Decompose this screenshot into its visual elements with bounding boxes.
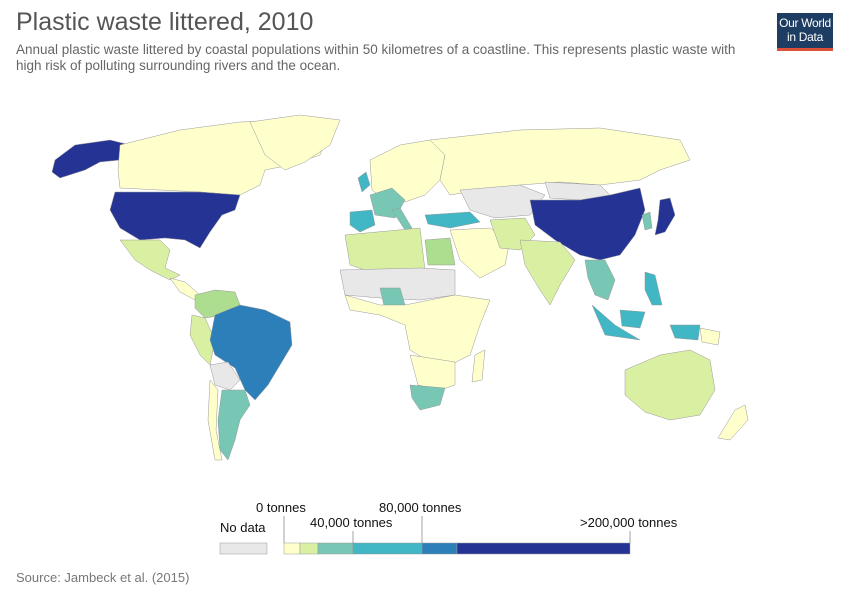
logo-line-2: in Data [787,30,823,44]
legend-bin-4 [421,542,458,555]
legend-label-40000: 40,000 tonnes [310,515,393,530]
chart-title: Plastic waste littered, 2010 [16,8,314,36]
region-papua-new-guinea[interactable] [699,327,721,346]
region-mexico[interactable] [119,239,181,281]
region-italy[interactable] [391,207,413,231]
logo-line-1: Our World [779,16,831,30]
region-united-kingdom[interactable] [357,171,371,193]
source-note: Source: Jambeck et al. (2015) [16,570,190,585]
region-australia[interactable] [624,349,716,421]
region-korea[interactable] [641,211,653,231]
legend-bin-3 [352,542,423,555]
region-egypt[interactable] [424,237,456,266]
region-argentina[interactable] [217,389,251,461]
legend-bin-2 [317,542,354,555]
region-spain[interactable] [349,209,376,233]
region-southeast-asia[interactable] [584,259,616,301]
region-middle-east[interactable] [449,227,511,279]
region-indonesia[interactable] [591,304,701,341]
region-bolivia[interactable] [209,361,241,391]
legend-label-0: 0 tonnes [256,500,306,515]
region-japan[interactable] [654,197,676,236]
region-chile[interactable] [207,379,223,461]
world-map[interactable] [0,100,850,500]
chart-subtitle: Annual plastic waste littered by coastal… [16,42,736,73]
region-south-africa[interactable] [409,384,446,411]
legend-label-80000: 80,000 tonnes [379,500,462,515]
legend-label-no-data: No data [220,520,266,535]
region-united-states[interactable] [109,191,241,249]
region-madagascar[interactable] [471,349,486,383]
region-turkey[interactable] [424,211,481,229]
region-india[interactable] [519,239,576,306]
legend-label-200000: >200,000 tonnes [580,515,678,530]
legend-no-data-swatch [219,542,268,555]
region-new-zealand[interactable] [717,404,749,441]
legend-bin-5 [456,542,631,555]
legend-bin-1 [299,542,319,555]
legend-bin-0 [283,542,301,555]
logo-accent-bar [777,48,833,51]
region-alaska[interactable] [51,139,131,179]
region-sahel[interactable] [339,267,456,301]
region-central-africa[interactable] [344,294,491,366]
region-greenland[interactable] [249,114,341,171]
legend-bins [283,542,631,555]
region-philippines[interactable] [644,271,663,306]
region-brazil[interactable] [209,304,293,401]
color-legend [219,516,631,555]
region-southern-africa[interactable] [409,354,456,391]
region-central-asia[interactable] [459,184,546,219]
owid-logo[interactable]: Our World in Data [777,13,833,51]
